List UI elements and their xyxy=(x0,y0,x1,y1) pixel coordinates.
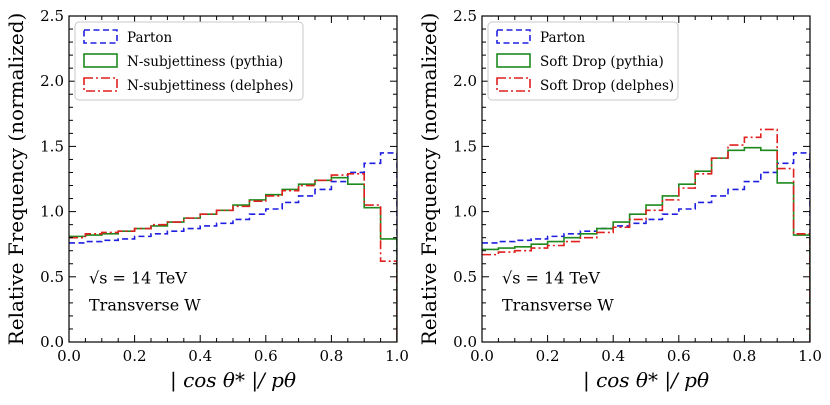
x-tick-label: 1.0 xyxy=(385,347,409,365)
legend: Parton N-subjettiness (pythia) N-subjettin… xyxy=(74,21,304,101)
x-tick-label: 0.0 xyxy=(470,347,494,365)
x-tick-label: 1.0 xyxy=(798,347,822,365)
legend-swatch xyxy=(83,77,118,92)
y-tick-label: 1.5 xyxy=(40,137,64,155)
legend-label: Parton xyxy=(540,30,586,46)
series-line-3 xyxy=(482,128,810,342)
legend-swatch xyxy=(83,53,118,68)
chart-panel-2: 0.0 0.2 0.4 0.6 0.8 1.0 0.0 0.5 1.0 1.5 2.0 2.5 | co… xyxy=(417,7,822,393)
y-tick-label: 2.5 xyxy=(40,7,64,25)
y-tick-label: 2.5 xyxy=(453,7,477,25)
series-line-2 xyxy=(482,146,810,342)
legend-label: N-subjettiness (pythia) xyxy=(127,54,283,70)
series-line-2 xyxy=(69,176,397,342)
x-tick-label: 0.8 xyxy=(732,347,756,365)
y-tick-label: 1.0 xyxy=(453,203,477,221)
legend-swatch xyxy=(496,53,531,68)
series-line-1 xyxy=(482,152,810,342)
legend-box xyxy=(487,21,679,101)
legend: Parton Soft Drop (pythia) Soft Drop (delph… xyxy=(487,21,679,101)
legend-swatch xyxy=(496,77,531,92)
x-tick-label: 0.6 xyxy=(254,347,278,365)
annotation: √s = 14 TeV xyxy=(89,268,187,287)
series-line-3 xyxy=(69,172,397,342)
y-tick-label: 2.0 xyxy=(453,72,477,90)
plot-frame xyxy=(68,15,398,343)
legend-swatch xyxy=(496,29,531,44)
y-tick-label: 0.5 xyxy=(40,268,64,286)
y-tick-label: 0.0 xyxy=(40,333,64,351)
x-tick-label: 0.8 xyxy=(319,347,343,365)
legend-label: Parton xyxy=(127,30,173,46)
annotation: Transverse W xyxy=(89,295,201,314)
x-tick-label: 0.2 xyxy=(123,347,147,365)
chart-panel-1: 0.0 0.2 0.4 0.6 0.8 1.0 0.0 0.5 1.0 1.5 2.0 2.5 | co… xyxy=(4,7,409,393)
annotation: √s = 14 TeV xyxy=(502,268,600,287)
x-tick-label: 0.0 xyxy=(57,347,81,365)
x-axis-label: | cos θ* |/ pθ xyxy=(170,368,296,393)
y-tick-label: 2.0 xyxy=(40,72,64,90)
annotation: Transverse W xyxy=(502,295,614,314)
y-axis-label: Relative Frequency (normalized) xyxy=(4,13,28,346)
x-tick-label: 0.4 xyxy=(188,347,212,365)
x-axis-label: | cos θ* |/ pθ xyxy=(583,368,709,393)
x-tick-label: 0.2 xyxy=(536,347,560,365)
y-tick-label: 1.0 xyxy=(40,203,64,221)
y-axis-label: Relative Frequency (normalized) xyxy=(417,13,441,346)
y-tick-label: 1.5 xyxy=(453,137,477,155)
x-tick-label: 0.6 xyxy=(667,347,691,365)
plot-frame xyxy=(481,15,811,343)
legend-label: Soft Drop (delphes) xyxy=(540,78,674,94)
legend-swatch xyxy=(83,29,118,44)
y-tick-label: 0.5 xyxy=(453,268,477,286)
legend-label: N-subjettiness (delphes) xyxy=(127,78,294,94)
x-tick-label: 0.4 xyxy=(601,347,625,365)
y-tick-label: 0.0 xyxy=(453,333,477,351)
legend-box xyxy=(74,21,304,101)
legend-label: Soft Drop (pythia) xyxy=(540,54,664,70)
